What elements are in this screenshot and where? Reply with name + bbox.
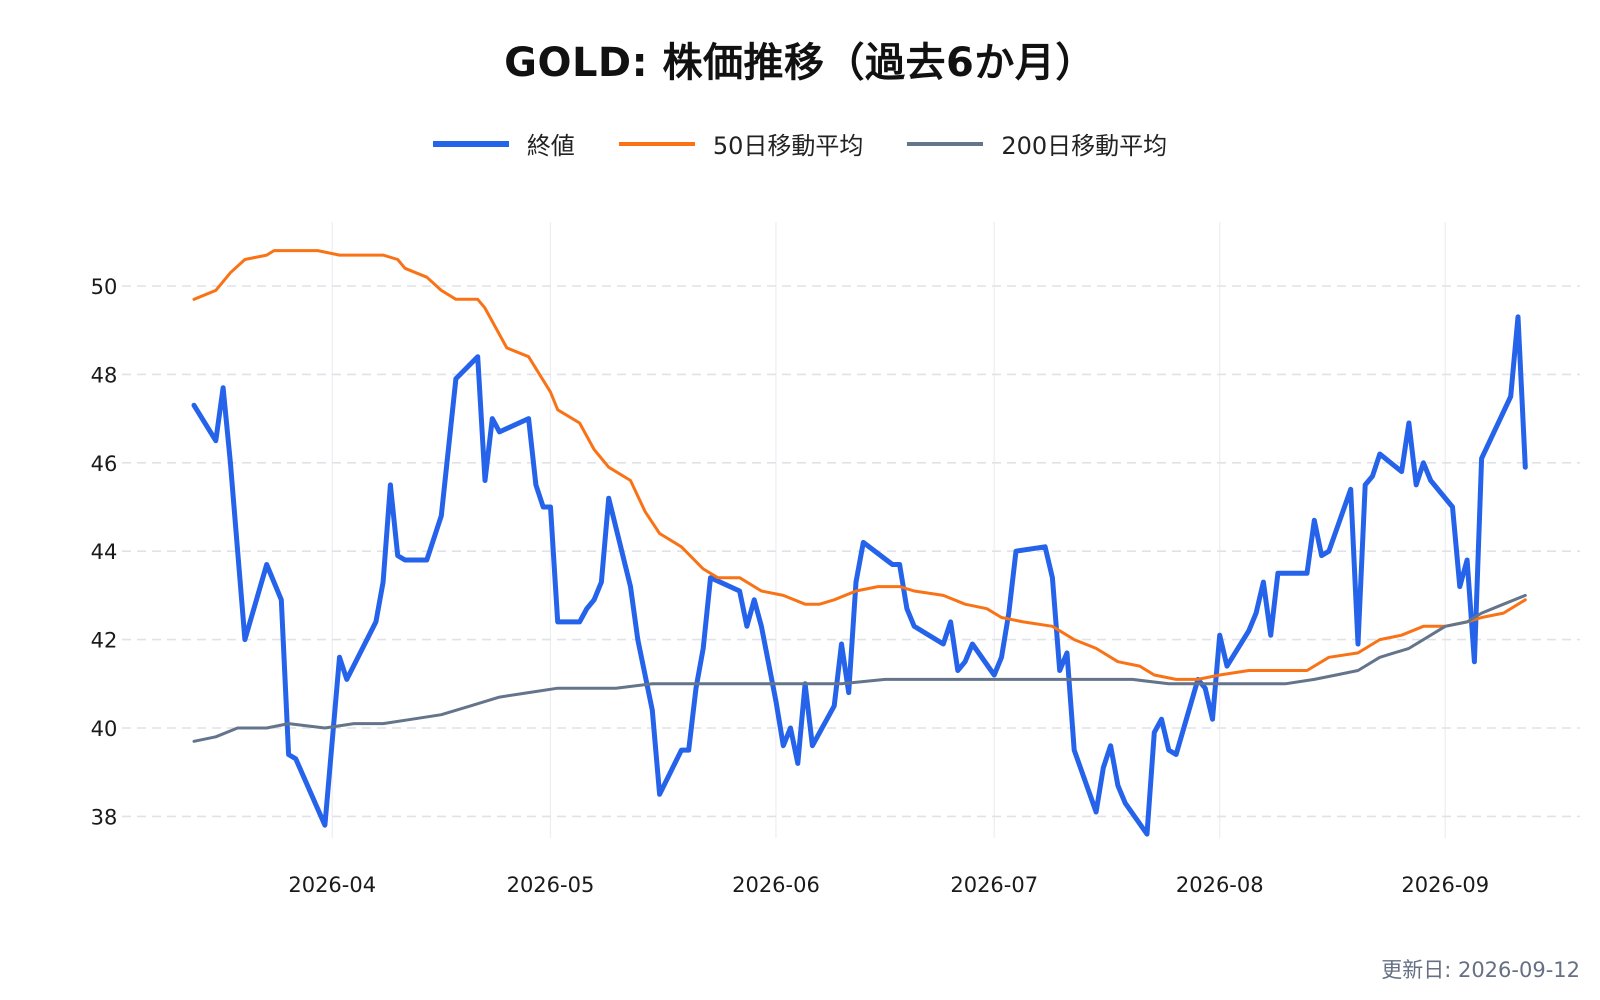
y-tick-label: 50 xyxy=(91,275,118,299)
y-axis: 38 40 42 44 46 48 50 xyxy=(91,275,118,829)
legend-swatch-ma50 xyxy=(618,141,695,146)
x-tick-label: 2026-08 xyxy=(1176,873,1264,897)
y-tick-label: 42 xyxy=(91,629,118,653)
chart-title: GOLD: 株価推移（過去6か月） xyxy=(504,40,1096,86)
x-axis: 2026-04 2026-05 2026-06 2026-07 2026-08 2026-… xyxy=(288,873,1489,897)
legend-item-ma200[interactable]: 200日移動平均 xyxy=(907,126,1167,161)
x-tick-label: 2026-05 xyxy=(507,873,595,897)
x-tick-label: 2026-07 xyxy=(950,873,1038,897)
legend-item-ma50[interactable]: 50日移動平均 xyxy=(618,126,864,161)
legend: 終値 50日移動平均 200日移動平均 xyxy=(0,126,1600,161)
y-tick-label: 38 xyxy=(91,805,118,829)
x-tick-label: 2026-06 xyxy=(732,873,820,897)
y-tick-label: 46 xyxy=(91,452,118,476)
y-tick-label: 44 xyxy=(91,540,118,564)
series-line-ma200 xyxy=(192,593,1527,743)
legend-item-close[interactable]: 終値 xyxy=(432,126,575,161)
legend-swatch-close xyxy=(432,140,509,147)
legend-label-close: 終値 xyxy=(526,132,575,160)
series-layer xyxy=(191,249,1528,837)
y-tick-label: 40 xyxy=(91,717,118,741)
y-tick-label: 48 xyxy=(91,363,118,387)
updated-date: 更新日: 2026-09-12 xyxy=(1381,958,1580,982)
legend-label-ma50: 50日移動平均 xyxy=(712,132,864,160)
series-line-close xyxy=(191,314,1528,837)
x-tick-label: 2026-04 xyxy=(288,873,376,897)
x-tick-label: 2026-09 xyxy=(1401,873,1489,897)
series-line-ma50 xyxy=(192,249,1527,681)
legend-label-ma200: 200日移動平均 xyxy=(1001,132,1168,160)
legend-swatch-ma200 xyxy=(907,141,984,146)
